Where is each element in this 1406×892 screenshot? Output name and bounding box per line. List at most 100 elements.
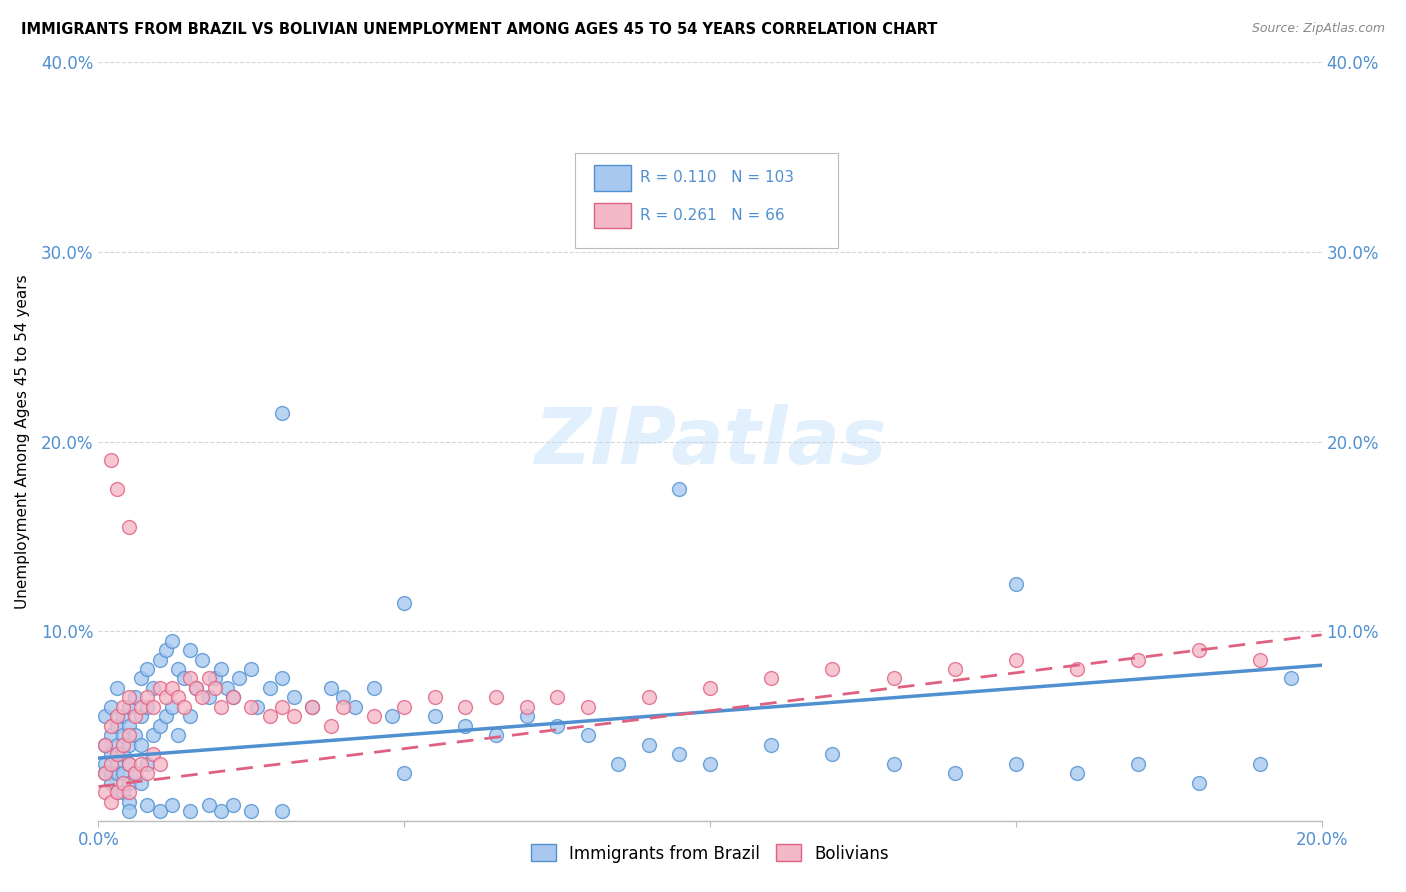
- Point: [222, 690, 245, 705]
- Point: [105, 709, 128, 723]
- Point: [129, 776, 152, 790]
- Point: [228, 672, 250, 686]
- Point: [93, 766, 115, 780]
- Point: [105, 719, 128, 733]
- Point: [344, 699, 367, 714]
- Point: [111, 709, 134, 723]
- Legend: Immigrants from Brazil, Bolivians: Immigrants from Brazil, Bolivians: [524, 838, 896, 869]
- FancyBboxPatch shape: [593, 165, 630, 191]
- Point: [129, 699, 152, 714]
- Point: [1279, 672, 1302, 686]
- Point: [179, 672, 201, 686]
- Point: [173, 699, 195, 714]
- Point: [283, 709, 305, 723]
- Point: [149, 756, 172, 771]
- Point: [209, 804, 232, 818]
- Text: R = 0.261   N = 66: R = 0.261 N = 66: [640, 208, 785, 223]
- Point: [167, 662, 190, 676]
- Point: [270, 406, 292, 420]
- Point: [240, 662, 263, 676]
- Point: [149, 652, 172, 666]
- Point: [301, 699, 323, 714]
- Point: [136, 690, 159, 705]
- Point: [179, 643, 201, 657]
- Point: [1004, 576, 1026, 591]
- Point: [240, 699, 263, 714]
- Point: [423, 709, 446, 723]
- Point: [821, 747, 844, 762]
- Point: [155, 643, 177, 657]
- Point: [485, 690, 508, 705]
- Point: [118, 520, 141, 534]
- Point: [93, 756, 115, 771]
- Point: [136, 756, 159, 771]
- Point: [191, 652, 214, 666]
- Point: [118, 738, 141, 752]
- Point: [118, 699, 141, 714]
- Point: [111, 699, 134, 714]
- Point: [100, 766, 122, 780]
- Point: [93, 738, 115, 752]
- Point: [186, 681, 208, 695]
- Point: [883, 756, 905, 771]
- Point: [124, 690, 146, 705]
- Point: [129, 709, 152, 723]
- Point: [1128, 756, 1150, 771]
- Y-axis label: Unemployment Among Ages 45 to 54 years: Unemployment Among Ages 45 to 54 years: [15, 274, 30, 609]
- Point: [160, 699, 183, 714]
- Point: [423, 690, 446, 705]
- Point: [516, 709, 538, 723]
- Point: [136, 662, 159, 676]
- Point: [204, 672, 226, 686]
- Text: ZIPatlas: ZIPatlas: [534, 403, 886, 480]
- Point: [204, 681, 226, 695]
- Point: [222, 690, 245, 705]
- Point: [454, 719, 477, 733]
- Point: [668, 747, 690, 762]
- Point: [259, 709, 281, 723]
- Point: [332, 690, 354, 705]
- Point: [124, 728, 146, 742]
- Point: [179, 709, 201, 723]
- Point: [546, 690, 568, 705]
- Point: [124, 766, 146, 780]
- Point: [155, 690, 177, 705]
- Point: [118, 795, 141, 809]
- FancyBboxPatch shape: [593, 202, 630, 228]
- Point: [1249, 756, 1271, 771]
- Point: [118, 785, 141, 799]
- Point: [118, 719, 141, 733]
- FancyBboxPatch shape: [575, 153, 838, 248]
- Point: [124, 766, 146, 780]
- Point: [668, 482, 690, 496]
- Point: [118, 776, 141, 790]
- Text: R = 0.110   N = 103: R = 0.110 N = 103: [640, 170, 794, 186]
- Point: [118, 690, 141, 705]
- Point: [93, 766, 115, 780]
- Point: [105, 785, 128, 799]
- Point: [111, 738, 134, 752]
- Point: [270, 804, 292, 818]
- Point: [167, 690, 190, 705]
- Point: [270, 672, 292, 686]
- Point: [392, 596, 416, 610]
- Point: [173, 672, 195, 686]
- Point: [197, 690, 219, 705]
- Point: [105, 766, 128, 780]
- Point: [129, 738, 152, 752]
- Point: [167, 728, 190, 742]
- Point: [105, 756, 128, 771]
- Point: [124, 709, 146, 723]
- Point: [105, 747, 128, 762]
- Text: Source: ZipAtlas.com: Source: ZipAtlas.com: [1251, 22, 1385, 36]
- Point: [1004, 652, 1026, 666]
- Point: [222, 798, 245, 813]
- Point: [105, 785, 128, 799]
- Point: [197, 798, 219, 813]
- Point: [319, 681, 342, 695]
- Point: [136, 798, 159, 813]
- Point: [759, 672, 782, 686]
- Point: [516, 699, 538, 714]
- Point: [105, 482, 128, 496]
- Point: [1188, 643, 1211, 657]
